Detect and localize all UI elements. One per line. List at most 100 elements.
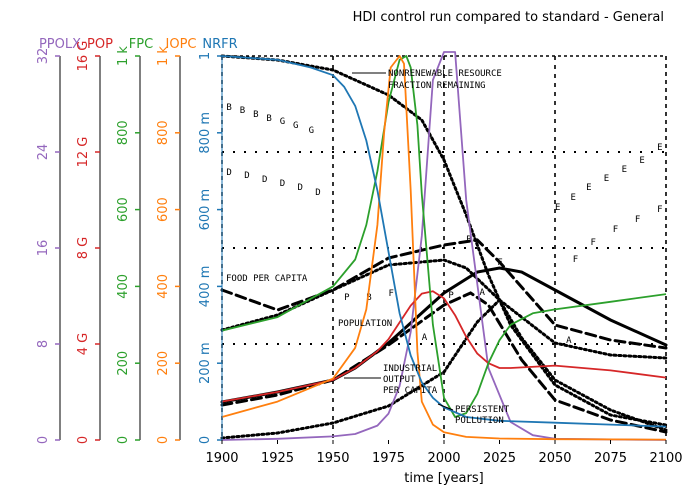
scan-marker: F <box>591 238 596 248</box>
tick-label: 12 G <box>76 137 91 168</box>
tick-label: 200 <box>116 351 131 376</box>
tick-label: 0 <box>156 436 171 444</box>
scan-marker: E <box>571 193 576 203</box>
tick-label: 600 <box>116 197 131 222</box>
grid <box>222 56 666 440</box>
x-tick-label: 2050 <box>538 451 571 466</box>
annotation-arrow <box>437 403 454 411</box>
x-tick-label: 2025 <box>483 451 516 466</box>
scan-marker: F <box>635 215 640 225</box>
tick-label: 400 <box>116 274 131 299</box>
tick-label: 0 <box>76 436 91 444</box>
tick-label: 1 k <box>116 46 131 66</box>
x-axis: 1900 1925 1950 1975 2000 2025 2050 2075 2100 <box>205 440 683 466</box>
axis-name: PPOLX <box>39 37 81 52</box>
x-tick-label: 1975 <box>372 451 405 466</box>
scan-marker: D <box>226 168 231 178</box>
scan-marker: B <box>226 103 231 113</box>
annotation-layer: NONRENEWABLE RESOURCE FRACTION REMAINING F… <box>226 69 510 426</box>
scan-marker: B <box>366 293 371 303</box>
tick-label: 200 <box>156 351 171 376</box>
scan-marker: E <box>555 203 560 213</box>
tick-label: 800 m <box>198 112 213 154</box>
tick-label: 600 m <box>198 189 213 231</box>
annotation-label: NONRENEWABLE RESOURCE <box>388 69 502 79</box>
scan-marker: G <box>280 117 285 127</box>
scan-marker: D <box>315 188 320 198</box>
axis-name: IOPC <box>166 37 197 52</box>
scan-marker: D <box>280 179 285 189</box>
tick-label: 16 <box>36 240 51 257</box>
series-layer <box>221 51 667 441</box>
annotation-label: POLLUTION <box>455 416 504 426</box>
tick-label: 8 G <box>76 237 91 259</box>
reference-curve <box>220 238 668 350</box>
scan-marker: P <box>448 291 454 301</box>
scan-marker: D <box>244 171 249 181</box>
reference-curve <box>220 54 668 427</box>
axis-name: NRFR <box>202 37 237 52</box>
tick-label: 200 m <box>198 342 213 384</box>
annotation-label: INDUSTRIAL <box>383 364 437 374</box>
scan-marker: D <box>262 175 267 185</box>
tick-label: 1 k <box>156 46 171 66</box>
series-line-nrfr <box>221 55 667 428</box>
scan-marker: E <box>639 156 644 166</box>
annotation-label: FOOD PER CAPITA <box>226 274 308 284</box>
scan-marker: A <box>566 336 572 346</box>
scan-marker: D <box>298 183 303 193</box>
tick-label: 32 <box>36 48 51 65</box>
tick-label: 4 G <box>76 333 91 355</box>
scan-marker: B <box>466 235 471 245</box>
reference-curve <box>220 297 668 440</box>
tick-label: 400 <box>156 274 171 299</box>
scan-marker: E <box>622 165 627 175</box>
scan-marker: A <box>480 288 486 298</box>
x-tick-label: 2075 <box>594 451 627 466</box>
scan-marker: G <box>293 121 298 131</box>
tick-label: 600 <box>156 197 171 222</box>
scan-marker: E <box>586 183 591 193</box>
x-tick-label: 1925 <box>261 451 294 466</box>
tick-label: 24 <box>36 144 51 161</box>
axis-name: FPC <box>129 37 153 52</box>
series-line-pop <box>221 290 667 403</box>
tick-label: 1 <box>198 52 213 60</box>
tick-label: 400 m <box>198 266 213 308</box>
tick-label: 800 <box>116 120 131 145</box>
scan-marker: B <box>240 106 245 116</box>
x-tick-label: 1950 <box>316 451 349 466</box>
scan-marker: F <box>657 205 662 215</box>
tick-label: 0 <box>198 436 213 444</box>
tick-label: 8 <box>36 340 51 348</box>
scan-marker: B <box>266 114 271 124</box>
tick-label: 16 G <box>76 41 91 72</box>
tick-label: 800 <box>156 120 171 145</box>
scan-marker: F <box>613 225 618 235</box>
x-tick-label: 2000 <box>427 451 460 466</box>
chart-title: HDI control run compared to standard - G… <box>353 10 664 25</box>
scan-marker: P <box>344 293 350 303</box>
scan-marker: E <box>657 143 662 153</box>
scan-marker: G <box>309 126 314 136</box>
annotation-label: POPULATION <box>338 319 392 329</box>
annotation-label: PERSISTENT <box>455 405 510 415</box>
tick-label: 0 <box>116 436 131 444</box>
scan-marker: A <box>422 333 428 343</box>
annotation-label: FRACTION REMAINING <box>388 81 486 91</box>
tick-label: 0 <box>36 436 51 444</box>
series-line-iopc <box>221 55 667 441</box>
scan-marker: F <box>573 255 578 265</box>
series-line-ppolx <box>221 51 667 441</box>
scan-marker: B <box>253 110 258 120</box>
x-tick-label: 1900 <box>205 451 238 466</box>
scan-marker: F <box>497 258 502 268</box>
axis-name: POP <box>87 37 113 52</box>
